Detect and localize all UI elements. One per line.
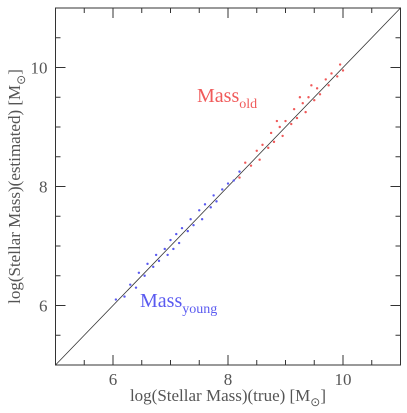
y-axis-label-end: ] [5, 69, 24, 75]
x-tick-label: 8 [224, 370, 233, 389]
point [330, 72, 333, 75]
annotation-text: Mass [140, 290, 182, 312]
x-tick-label: 10 [335, 370, 352, 389]
point [310, 84, 313, 87]
point [232, 179, 235, 182]
point [157, 259, 161, 263]
y-tick-label: 6 [39, 297, 48, 316]
point [284, 119, 287, 123]
point [189, 218, 192, 221]
one-to-one-line [55, 7, 401, 366]
point [177, 241, 181, 245]
point [143, 274, 146, 277]
point [307, 96, 310, 99]
point [137, 271, 141, 274]
point [261, 143, 264, 147]
point [180, 226, 184, 230]
point [169, 238, 172, 242]
y-tick-label: 8 [39, 178, 48, 197]
point [255, 149, 258, 152]
point [163, 247, 166, 251]
point [200, 218, 204, 221]
y-axis-label: log(Stellar Mass)(estimated) [M⊙] [5, 69, 28, 304]
point [258, 158, 261, 161]
annotation: Massyoung [140, 290, 217, 317]
point [209, 206, 212, 209]
point [129, 283, 132, 286]
y-tick-label: 10 [31, 59, 48, 78]
point [221, 188, 224, 191]
point [313, 99, 316, 102]
point [327, 84, 330, 87]
point [212, 194, 215, 197]
point [338, 63, 342, 66]
point [249, 164, 253, 167]
point [215, 200, 218, 203]
point [304, 110, 307, 114]
point [298, 96, 302, 99]
point [292, 107, 296, 111]
point [272, 140, 276, 144]
point [154, 253, 158, 257]
point [192, 223, 195, 227]
point [267, 146, 270, 150]
y-axis-label-text: log(Stellar Mass)(estimated) [M [5, 85, 24, 304]
x-axis-label-text: log(Stellar Mass)(true) [M [130, 386, 310, 405]
point [123, 295, 126, 298]
x-axis-label-sub: ⊙ [310, 395, 320, 409]
annotation-text: Mass [197, 85, 239, 107]
annotation-sub: young [182, 302, 217, 317]
annotation: Massold [197, 85, 257, 112]
point [269, 131, 273, 135]
point [226, 182, 230, 185]
point [290, 122, 293, 126]
point [275, 119, 279, 123]
point [172, 247, 175, 251]
y-axis-label-sub: ⊙ [14, 75, 28, 85]
x-tick-label: 6 [109, 370, 118, 389]
point [203, 203, 207, 206]
x-axis-label: log(Stellar Mass)(true) [M⊙] [130, 386, 326, 409]
point [134, 286, 138, 289]
annotation-sub: old [239, 97, 257, 112]
point [238, 176, 241, 179]
point [301, 102, 304, 105]
point [175, 232, 178, 236]
point [186, 229, 189, 233]
point [198, 209, 201, 212]
point [295, 116, 299, 120]
point [244, 161, 247, 164]
point [315, 87, 319, 90]
point [336, 75, 339, 78]
point [324, 78, 327, 81]
x-axis-label-end: ] [320, 386, 326, 405]
point [152, 265, 155, 269]
point [341, 69, 345, 72]
point [238, 170, 241, 173]
point [318, 93, 322, 96]
point [146, 262, 149, 266]
point [166, 253, 169, 257]
point [278, 125, 281, 129]
point [114, 298, 118, 301]
point [281, 134, 284, 138]
